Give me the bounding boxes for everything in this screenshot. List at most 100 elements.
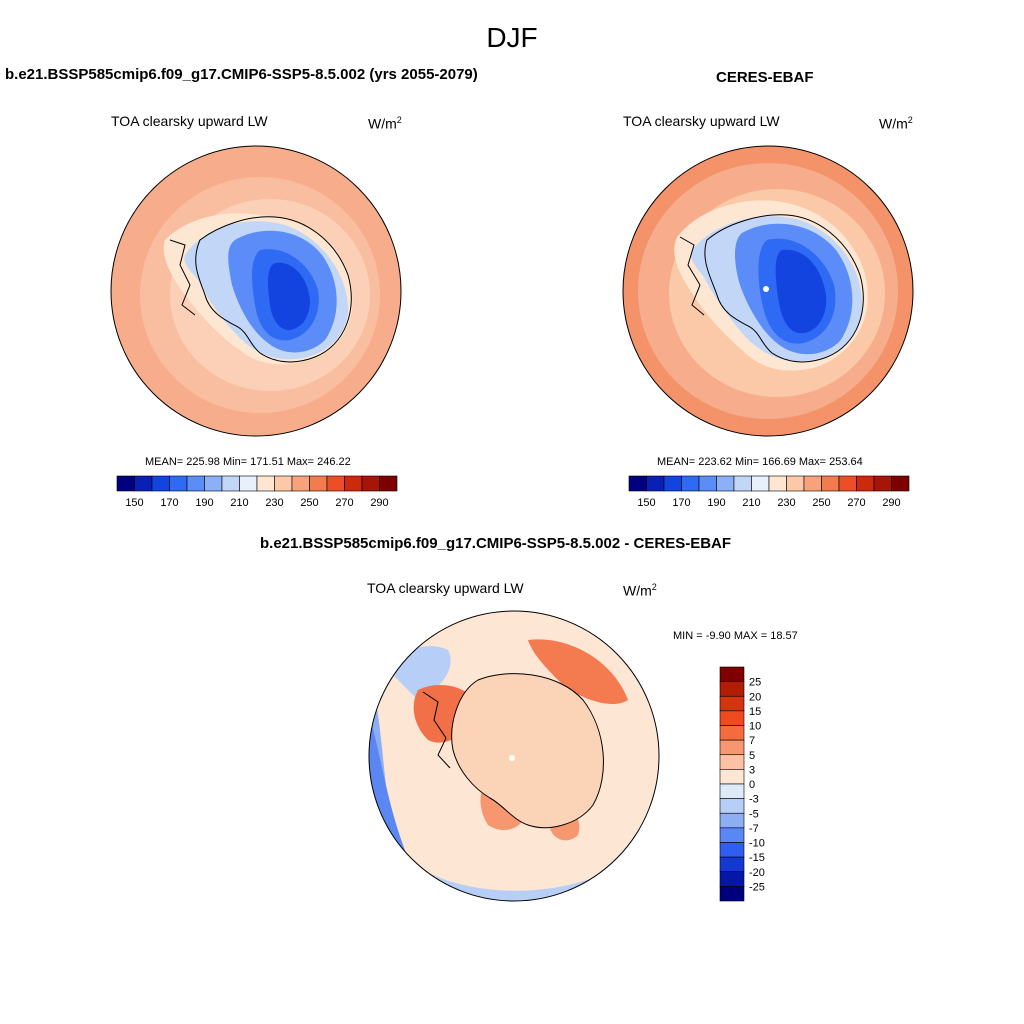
colorbar-observed: 150 170 190 210 230 250 270 290 (628, 475, 910, 509)
colorbar-swatch (786, 475, 805, 492)
panel2-units: W/m2 (879, 115, 913, 132)
map-border (368, 610, 660, 902)
colorbar-swatch (344, 475, 363, 492)
colorbar-tick-label: -20 (749, 867, 765, 879)
panel1-units: W/m2 (368, 115, 402, 132)
colorbar-swatch (291, 475, 310, 492)
colorbar-tick-label: -7 (749, 823, 759, 835)
colorbar-swatch (379, 475, 398, 492)
colorbar-tick-label: 0 (749, 779, 755, 791)
ice-coldest-region (775, 249, 827, 334)
pole-marker (509, 755, 515, 761)
colorbar-tick-label: 290 (370, 497, 388, 509)
map-difference (368, 610, 660, 902)
colorbar-swatch (719, 695, 745, 712)
colorbar-tick-label: 7 (749, 735, 755, 747)
colorbar-tick-label: 250 (812, 497, 830, 509)
colorbar-tick-label: 250 (300, 497, 318, 509)
colorbar-model: 150 170 190 210 230 250 270 290 (116, 475, 398, 509)
colorbar-tick-label: 230 (265, 497, 283, 509)
colorbar-swatch (719, 871, 745, 887)
colorbar-tick-label: 170 (160, 497, 178, 509)
colorbar-tick-label: 190 (707, 497, 725, 509)
colorbar-swatch (204, 475, 223, 492)
colorbar-swatch (719, 812, 745, 829)
ice-coldest-region (267, 262, 310, 331)
colorbar-swatch (768, 475, 787, 492)
colorbar-swatch (719, 681, 745, 697)
colorbar-tick-label: 5 (749, 750, 755, 762)
panel3-variable: TOA clearsky upward LW (367, 580, 524, 596)
colorbar-swatch (221, 475, 240, 492)
page-title: DJF (486, 22, 538, 53)
colorbar-swatch (186, 475, 205, 492)
colorbar-tick-label: -5 (749, 808, 759, 820)
colorbar-swatch (838, 475, 857, 492)
panel1-title: b.e21.BSSP585cmip6.f09_g17.CMIP6-SSP5-8.… (5, 66, 478, 83)
panel3-title: b.e21.BSSP585cmip6.f09_g17.CMIP6-SSP5-8.… (260, 535, 732, 552)
colorbar-swatch (681, 475, 700, 492)
peninsula-coastline (422, 691, 451, 769)
colorbar-tick-label: 150 (637, 497, 655, 509)
colorbar-swatch (821, 475, 840, 492)
diff-positive-northeast (528, 639, 628, 705)
colorbar-swatch (891, 475, 910, 492)
pole-marker (763, 286, 769, 292)
colorbar-swatch (803, 475, 822, 492)
colorbar-tick-label: 210 (230, 497, 248, 509)
colorbar-swatch (719, 769, 745, 785)
colorbar-swatch (628, 475, 647, 492)
map-model (110, 145, 402, 437)
colorbar-swatch (169, 475, 188, 492)
colorbar-tick-label: 20 (749, 691, 761, 703)
colorbar-swatch (309, 475, 328, 492)
panel3-minmax: MIN = -9.90 MAX = 18.57 (673, 630, 798, 642)
antarctica-coastline (195, 216, 352, 363)
colorbar-swatch (663, 475, 682, 492)
antarctica-coastline (704, 214, 864, 363)
peninsula-coastline (169, 239, 196, 316)
map-border (110, 145, 402, 437)
colorbar-swatch (856, 475, 875, 492)
colorbar-tick-label: 10 (749, 721, 761, 733)
colorbar-swatch (256, 475, 275, 492)
colorbar-swatch (873, 475, 892, 492)
panel1-stats: MEAN= 225.98 Min= 171.51 Max= 246.22 (145, 456, 351, 468)
diff-continent (451, 673, 604, 828)
colorbar-tick-label: 270 (847, 497, 865, 509)
panel3-units: W/m2 (623, 582, 657, 599)
colorbar-swatch (646, 475, 665, 492)
colorbar-tick-label: 3 (749, 764, 755, 776)
colorbar-tick-label: 15 (749, 706, 761, 718)
colorbar-swatch (361, 475, 380, 492)
colorbar-tick-label: 290 (882, 497, 900, 509)
colorbar-swatch (134, 475, 153, 492)
map-border (622, 145, 914, 437)
colorbar-swatch (719, 856, 745, 873)
colorbar-swatch (719, 886, 745, 902)
colorbar-swatch (719, 827, 745, 843)
panel2-title: CERES-EBAF (716, 69, 814, 86)
colorbar-swatch (698, 475, 717, 492)
colorbar-swatch (326, 475, 345, 492)
colorbar-swatch (151, 475, 170, 492)
colorbar-tick-label: 230 (777, 497, 795, 509)
colorbar-tick-label: 210 (742, 497, 760, 509)
colorbar-swatch (719, 666, 745, 682)
colorbar-tick-label: -3 (749, 794, 759, 806)
antarctica-coastline (451, 673, 604, 829)
panel2-variable: TOA clearsky upward LW (623, 113, 780, 129)
colorbar-tick-label: 170 (672, 497, 690, 509)
colorbar-swatch (719, 783, 745, 799)
colorbar-swatch (719, 842, 745, 858)
colorbar-swatch (116, 475, 135, 492)
peninsula-coastline (679, 236, 705, 316)
colorbar-tick-label: -10 (749, 838, 765, 850)
colorbar-swatch (239, 475, 258, 492)
colorbar-swatch (719, 725, 745, 741)
colorbar-swatch (719, 710, 745, 726)
colorbar-tick-label: -25 (749, 881, 765, 893)
colorbar-tick-label: -15 (749, 852, 765, 864)
colorbar-tick-label: 150 (125, 497, 143, 509)
